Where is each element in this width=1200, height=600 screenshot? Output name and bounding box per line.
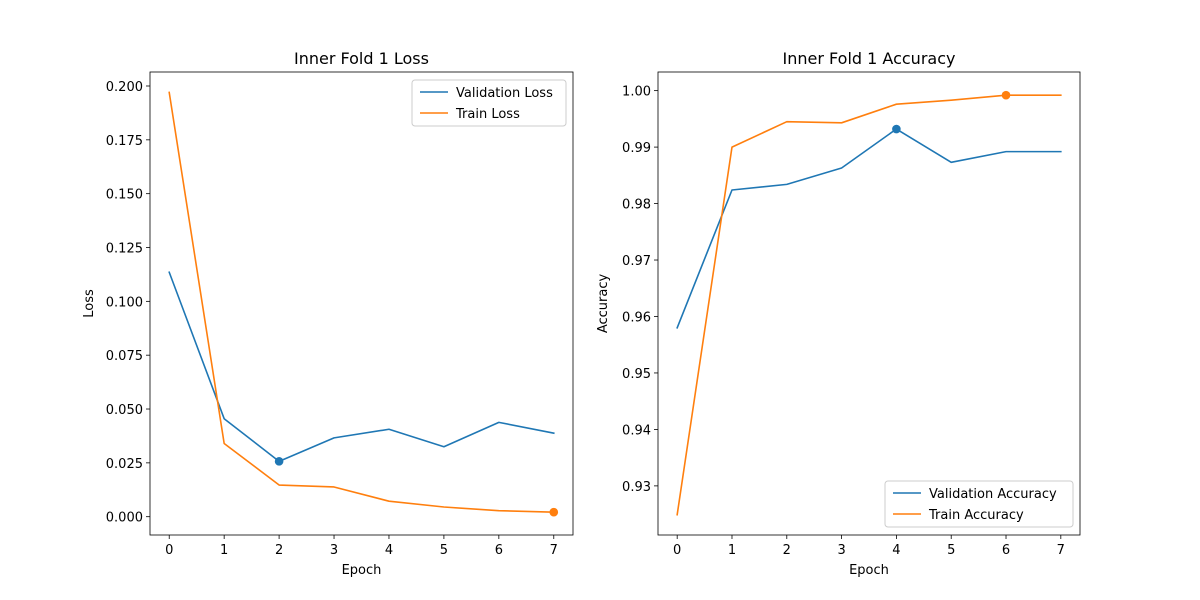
x-tick-label: 5 (947, 543, 955, 558)
best-epoch-marker (1001, 90, 1011, 100)
x-axis-label: Epoch (342, 563, 382, 578)
x-tick-label: 0 (673, 543, 681, 558)
x-tick-label: 2 (783, 543, 791, 558)
chart-title: Inner Fold 1 Loss (294, 49, 429, 68)
y-tick-label: 0.150 (106, 188, 143, 203)
y-tick-label: 0.000 (106, 511, 143, 526)
y-tick-label: 0.94 (622, 423, 651, 438)
y-tick-label: 0.95 (622, 367, 651, 382)
x-tick-label: 2 (275, 543, 283, 558)
series-line-0 (676, 128, 1062, 329)
series-line-1 (168, 91, 555, 513)
x-tick-label: 4 (385, 543, 393, 558)
y-axis-label: Loss (82, 289, 97, 318)
best-epoch-marker (892, 124, 901, 134)
y-tick-label: 0.050 (106, 403, 143, 418)
y-tick-label: 1.00 (622, 85, 651, 100)
legend: Validation Loss Train Loss (411, 79, 567, 127)
legend-box (884, 480, 1074, 528)
x-tick-label: 5 (440, 543, 448, 558)
y-tick-label: 0.98 (622, 198, 651, 213)
chart-title: Inner Fold 1 Accuracy (783, 49, 956, 68)
y-tick-label: 0.97 (622, 254, 651, 269)
x-tick-label: 1 (728, 543, 736, 558)
y-tick-label: 0.025 (106, 457, 143, 472)
legend-label: Train Accuracy (928, 508, 1024, 523)
x-tick-label: 3 (837, 543, 845, 558)
chart-panel-1: Inner Fold 1 Accuracy Epoch Accuracy 0 1 2 3 4 5… (596, 49, 1081, 578)
x-tick-label: 0 (165, 543, 173, 558)
y-tick-label: 0.175 (106, 134, 143, 149)
series-line-1 (676, 94, 1062, 516)
y-tick-label: 0.075 (106, 349, 143, 364)
x-tick-label: 7 (550, 543, 558, 558)
x-tick-label: 6 (1002, 543, 1010, 558)
legend-label: Validation Loss (456, 86, 553, 101)
x-tick-label: 6 (495, 543, 503, 558)
best-epoch-marker (549, 507, 559, 517)
plot-area-frame (657, 71, 1081, 536)
legend-label: Train Loss (455, 107, 520, 122)
x-axis-label: Epoch (849, 563, 889, 578)
y-tick-label: 0.99 (622, 141, 651, 156)
x-tick-label: 3 (330, 543, 338, 558)
y-tick-label: 0.96 (622, 310, 651, 325)
y-tick-label: 0.200 (106, 80, 143, 95)
legend: Validation Accuracy Train Accuracy (884, 480, 1074, 528)
best-epoch-marker (274, 457, 284, 466)
x-tick-label: 4 (892, 543, 900, 558)
legend-box (411, 79, 567, 127)
plot-area-frame (149, 71, 574, 536)
x-tick-label: 7 (1057, 543, 1065, 558)
y-tick-label: 0.93 (622, 480, 651, 495)
legend-label: Validation Accuracy (929, 487, 1057, 502)
y-axis-label: Accuracy (596, 274, 611, 334)
chart-panel-0: Inner Fold 1 Loss Epoch Loss 0 1 2 3 4 5 6 7 0.000 0… (82, 49, 574, 578)
y-tick-label: 0.100 (106, 295, 143, 310)
series-line-0 (168, 271, 555, 463)
x-tick-label: 1 (220, 543, 228, 558)
y-tick-label: 0.125 (106, 242, 143, 257)
